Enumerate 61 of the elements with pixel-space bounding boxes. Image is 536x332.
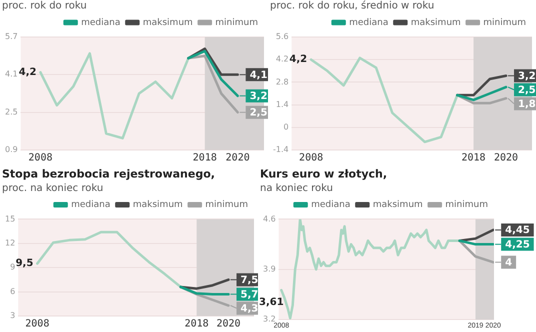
chart-title: Kurs euro w złotych,: [260, 167, 388, 180]
data-label: 3,2: [518, 70, 536, 82]
legend-label: mediana: [311, 200, 350, 210]
chart-subtitle: na koniec roku: [260, 182, 333, 194]
chart-title: Stopa bezrobocia rejestrowanego,: [2, 167, 215, 180]
data-label: 4,45: [505, 225, 530, 236]
legend-label: minimum: [215, 18, 258, 28]
y-tick-label: 1.4: [276, 100, 289, 109]
x-tick-label: 2020: [216, 318, 241, 330]
y-tick-label: 2.8: [276, 77, 289, 86]
legend-label: maksimum: [372, 200, 423, 210]
x-tick-label: 2018: [461, 152, 486, 164]
legend-label: minimum: [483, 18, 526, 28]
data-label: 4,3: [240, 303, 258, 314]
data-label: 4,1: [250, 70, 268, 81]
data-label: 2,5: [250, 107, 268, 118]
y-tick-label: 6: [10, 286, 16, 296]
x-tick-label: 2018: [192, 152, 217, 164]
y-tick-label: 3.2: [262, 314, 276, 324]
legend-label: mediana: [71, 200, 110, 210]
legend-label: minimum: [205, 200, 248, 210]
data-label: 4,25: [505, 239, 530, 250]
legend-label: mediana: [81, 18, 120, 28]
legend-label: maksimum: [142, 18, 193, 28]
y-tick-label: 4.2: [276, 54, 289, 64]
x-tick-label: 2008: [299, 152, 324, 164]
chart-subtitle: proc. rok do roku: [2, 0, 87, 12]
y-tick-label: 15: [4, 214, 16, 224]
data-label: 3,2: [250, 90, 268, 102]
y-tick-label: 0.9: [4, 145, 18, 154]
x-tick-label: 2018: [184, 318, 209, 330]
data-label: 7,5: [240, 274, 258, 286]
x-tick-label: 2008: [25, 318, 50, 330]
y-tick-label: 4.1: [4, 70, 18, 79]
x-tick-label: 2008: [28, 152, 52, 164]
data-label: 9,5: [16, 258, 34, 270]
chart-subtitle: proc. na koniec roku: [2, 182, 104, 194]
x-tick-label: 2020: [226, 152, 250, 164]
legend-label: maksimum: [132, 200, 183, 210]
y-tick-label: 12: [4, 238, 16, 248]
y-tick-label: 2.5: [4, 107, 18, 116]
chart-subtitle: proc. rok do roku, średnio w roku: [270, 0, 434, 12]
y-tick-label: 9: [10, 262, 16, 272]
y-tick-label: 4.6: [262, 214, 276, 224]
legend-label: minimum: [445, 200, 488, 210]
legend-label: mediana: [349, 18, 388, 28]
data-label: 4: [505, 257, 512, 268]
y-tick-label: 5.7: [4, 32, 18, 42]
x-tick-label: 2020: [494, 152, 518, 164]
legend-label: maksimum: [410, 18, 461, 28]
y-tick-label: 3.9: [262, 264, 276, 274]
data-label: 4,2: [18, 66, 36, 78]
data-label: 2,5: [518, 84, 536, 96]
data-label: 3,61: [259, 296, 284, 308]
y-tick-label: -1.4: [273, 145, 289, 154]
y-tick-label: 3: [10, 311, 16, 320]
data-label: 5,7: [240, 289, 258, 300]
data-label: 1,8: [518, 98, 536, 110]
y-tick-label: 5.6: [276, 32, 289, 42]
y-tick-label: 0: [284, 122, 289, 132]
data-label: 4,2: [289, 54, 308, 66]
